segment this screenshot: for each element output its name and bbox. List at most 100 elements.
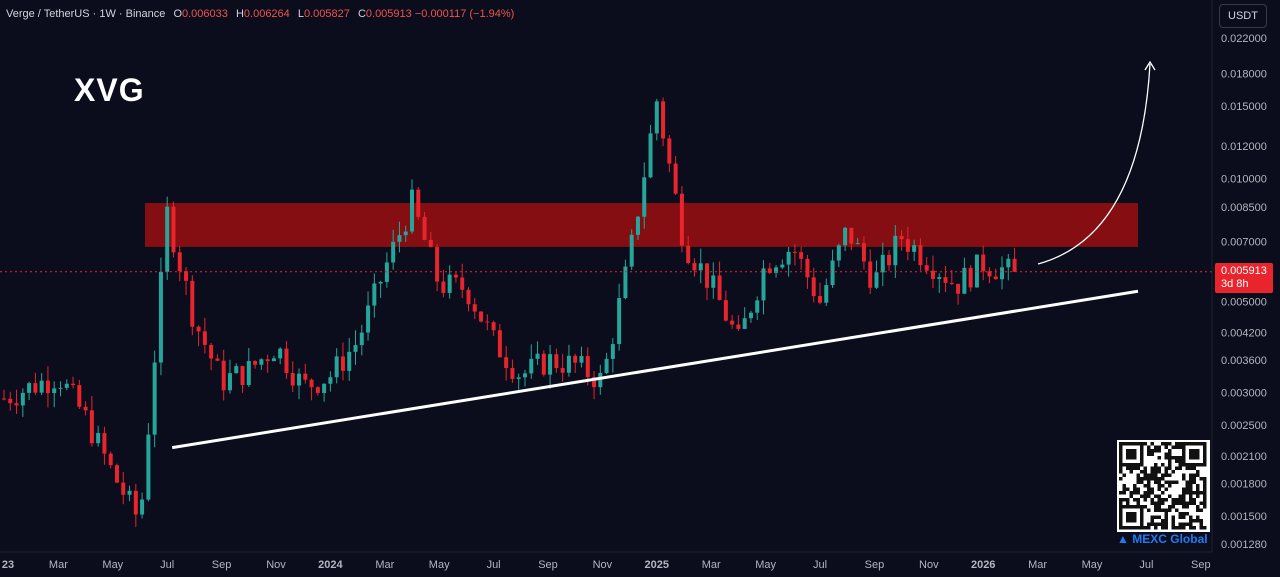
qr-module: [1189, 515, 1193, 519]
qr-module: [1203, 498, 1207, 502]
candle-body: [435, 246, 440, 282]
qr-module: [1189, 466, 1193, 470]
qr-module: [1164, 498, 1168, 502]
qr-module: [1175, 480, 1179, 484]
qr-module: [1203, 491, 1207, 495]
qr-module: [1126, 466, 1130, 470]
candle-body: [8, 398, 13, 404]
support-trendline[interactable]: [171, 289, 1139, 450]
candle-body: [529, 358, 534, 374]
candle-body: [428, 239, 433, 247]
y-tick-label: 0.010000: [1221, 173, 1267, 185]
qr-module: [1168, 473, 1172, 477]
y-tick-label: 0.001280: [1221, 539, 1267, 551]
qr-module: [1147, 445, 1151, 449]
qr-module: [1157, 494, 1161, 498]
candle-body: [811, 277, 816, 297]
qr-module: [1161, 508, 1165, 512]
candle-body: [780, 264, 785, 268]
candle-body: [585, 356, 590, 378]
qr-module: [1182, 491, 1186, 495]
qr-module: [1143, 505, 1147, 509]
qr-module: [1171, 501, 1175, 505]
candle-body: [196, 326, 201, 332]
qr-module: [1175, 501, 1179, 505]
y-tick-label: 0.001500: [1221, 511, 1267, 523]
qr-module: [1161, 484, 1165, 488]
qr-module: [1157, 445, 1161, 449]
qr-module: [1182, 522, 1186, 526]
candle-body: [836, 245, 841, 261]
qr-module: [1154, 470, 1158, 474]
qr-module: [1192, 477, 1196, 481]
x-tick-label: 2025: [645, 559, 669, 571]
qr-module: [1178, 512, 1182, 516]
close-value: 0.005913: [365, 8, 412, 20]
qr-module: [1199, 519, 1203, 523]
qr-module: [1147, 473, 1151, 477]
qr-module: [1164, 508, 1168, 512]
qr-module: [1154, 526, 1158, 530]
candle-body: [792, 251, 797, 253]
qr-module: [1143, 473, 1147, 477]
close-label: C: [357, 8, 366, 20]
qr-module: [1192, 466, 1196, 470]
qr-module: [1164, 480, 1168, 484]
candle-body: [654, 101, 659, 134]
candle-body: [315, 387, 320, 393]
candle-body: [152, 362, 157, 435]
high-label: H: [235, 8, 244, 20]
qr-module: [1140, 470, 1144, 474]
qr-module: [1164, 526, 1168, 530]
candle-body: [673, 163, 678, 194]
brand-logo-icon: ▲: [1117, 532, 1129, 546]
projection-arrow[interactable]: [1037, 63, 1151, 265]
qr-module: [1119, 501, 1123, 505]
x-tick-label: Mar: [702, 559, 721, 571]
qr-module: [1189, 519, 1193, 523]
x-tick-label: May: [102, 559, 123, 571]
qr-module: [1175, 498, 1179, 502]
qr-module: [1147, 494, 1151, 498]
qr-module: [1119, 470, 1123, 474]
qr-module: [1150, 477, 1154, 481]
y-tick-label: 0.018000: [1221, 69, 1267, 81]
qr-module: [1143, 470, 1147, 474]
candle-body: [843, 227, 848, 246]
qr-module: [1133, 466, 1137, 470]
qr-module: [1161, 473, 1165, 477]
candle-body: [610, 344, 615, 359]
qr-module: [1189, 477, 1193, 481]
candle-body: [774, 267, 779, 273]
candle-body: [661, 101, 666, 139]
candle-body: [422, 216, 427, 240]
qr-module: [1182, 477, 1186, 481]
qr-module: [1189, 473, 1193, 477]
qr-module: [1157, 505, 1161, 509]
candle-body: [290, 372, 295, 386]
candle-body: [686, 245, 691, 264]
candle-body: [485, 321, 490, 323]
qr-module: [1189, 480, 1193, 484]
price-axis[interactable]: 0.022000 0.018000 0.015000 0.012000 0.010000…: [1221, 33, 1267, 551]
qr-module: [1161, 442, 1165, 446]
qr-finder-core: [1126, 449, 1137, 460]
candle-body: [253, 361, 258, 365]
qr-module: [1133, 484, 1137, 488]
qr-module: [1157, 522, 1161, 526]
qr-module: [1199, 508, 1203, 512]
time-axis[interactable]: 23 Mar May Jul Sep Nov 2024 Mar May Jul Sep Nov 2025…: [2, 559, 1211, 571]
qr-module: [1157, 515, 1161, 519]
candle-body: [14, 403, 19, 406]
candle-body: [184, 271, 189, 281]
qr-module: [1154, 508, 1158, 512]
candle-body: [918, 245, 923, 266]
qr-module: [1168, 508, 1172, 512]
qr-module: [1178, 463, 1182, 467]
qr-module: [1199, 526, 1203, 530]
y-tick-label: 0.008500: [1221, 202, 1267, 214]
qr-module: [1171, 526, 1175, 530]
currency-button[interactable]: USDT: [1219, 4, 1267, 28]
